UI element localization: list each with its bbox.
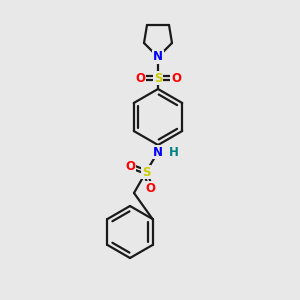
Text: O: O [145, 182, 155, 194]
Text: S: S [154, 71, 162, 85]
Text: N: N [153, 50, 163, 64]
Text: H: H [169, 146, 179, 158]
Text: O: O [135, 71, 145, 85]
Text: S: S [142, 166, 150, 178]
Text: O: O [171, 71, 181, 85]
Text: N: N [153, 146, 163, 158]
Text: O: O [125, 160, 135, 172]
